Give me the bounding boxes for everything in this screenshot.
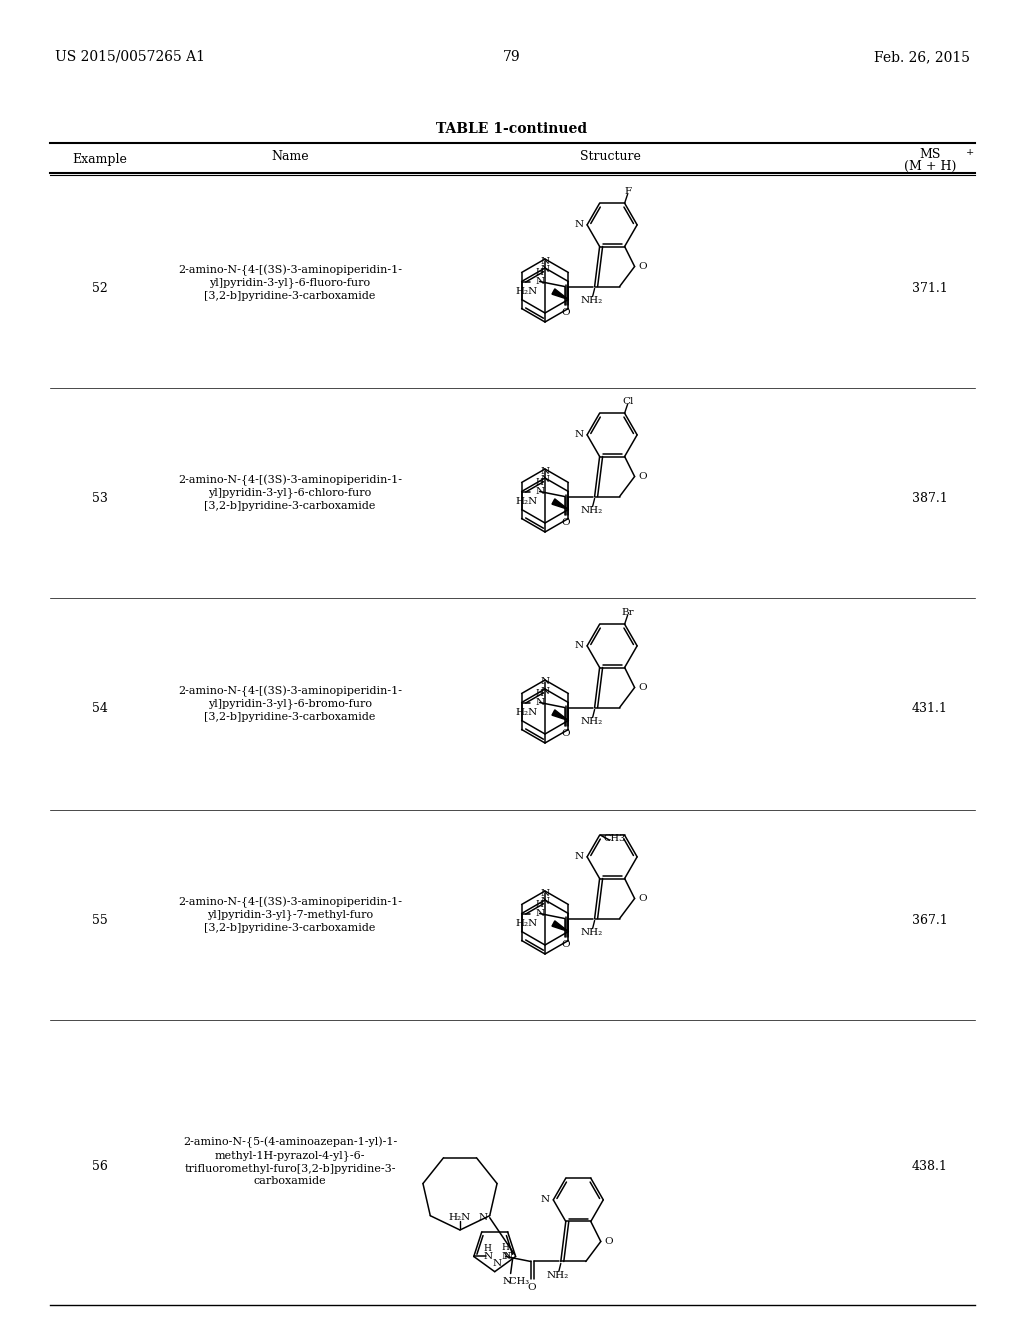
Text: H₂N: H₂N xyxy=(515,286,538,296)
Text: 56: 56 xyxy=(92,1160,108,1173)
Text: (M + H): (M + H) xyxy=(904,160,956,173)
Text: yl]pyridin-3-yl}-7-methyl-furo: yl]pyridin-3-yl}-7-methyl-furo xyxy=(207,909,373,920)
Text: 431.1: 431.1 xyxy=(912,702,948,715)
Text: NH₂: NH₂ xyxy=(581,296,603,305)
Text: H₂N: H₂N xyxy=(515,498,538,506)
Text: H: H xyxy=(536,268,544,277)
Text: O: O xyxy=(638,682,647,692)
Text: N: N xyxy=(483,1251,493,1261)
Text: N: N xyxy=(574,430,584,440)
Text: NH₂: NH₂ xyxy=(581,928,603,937)
Text: N: N xyxy=(502,1276,511,1286)
Text: yl]pyridin-3-yl}-6-chloro-furo: yl]pyridin-3-yl}-6-chloro-furo xyxy=(208,487,372,499)
Text: N: N xyxy=(501,1251,510,1261)
Text: N: N xyxy=(574,853,584,862)
Text: N: N xyxy=(574,642,584,651)
Polygon shape xyxy=(552,921,568,932)
Text: H₂N: H₂N xyxy=(515,919,538,928)
Text: [3,2-b]pyridine-3-carboxamide: [3,2-b]pyridine-3-carboxamide xyxy=(205,923,376,933)
Text: N: N xyxy=(541,898,550,907)
Polygon shape xyxy=(552,499,568,510)
Text: N: N xyxy=(536,909,544,917)
Text: O: O xyxy=(561,729,570,738)
Text: yl]pyridin-3-yl}-6-fluoro-furo: yl]pyridin-3-yl}-6-fluoro-furo xyxy=(210,277,371,288)
Text: H₂N: H₂N xyxy=(449,1213,471,1222)
Text: N: N xyxy=(536,698,544,708)
Text: N: N xyxy=(541,888,550,898)
Text: F: F xyxy=(624,186,631,195)
Text: [3,2-b]pyridine-3-carboxamide: [3,2-b]pyridine-3-carboxamide xyxy=(205,502,376,511)
Text: H: H xyxy=(502,1243,510,1251)
Text: 53: 53 xyxy=(92,491,108,504)
Text: TABLE 1-continued: TABLE 1-continued xyxy=(436,121,588,136)
Text: 2-amino-N-{4-[(3S)-3-aminopiperidin-1-: 2-amino-N-{4-[(3S)-3-aminopiperidin-1- xyxy=(178,264,402,276)
Text: N: N xyxy=(541,265,550,275)
Text: Feb. 26, 2015: Feb. 26, 2015 xyxy=(874,50,970,63)
Text: H: H xyxy=(536,689,544,698)
Text: O: O xyxy=(561,940,570,949)
Text: O: O xyxy=(527,1283,537,1292)
Text: N: N xyxy=(541,466,550,475)
Text: 387.1: 387.1 xyxy=(912,491,948,504)
Text: CH3: CH3 xyxy=(603,834,626,842)
Text: -CH₃: -CH₃ xyxy=(507,1276,529,1286)
Text: H: H xyxy=(536,900,544,909)
Text: H₂N: H₂N xyxy=(515,708,538,717)
Text: 2-amino-N-{4-[(3S)-3-aminopiperidin-1-: 2-amino-N-{4-[(3S)-3-aminopiperidin-1- xyxy=(178,685,402,697)
Text: 371.1: 371.1 xyxy=(912,281,948,294)
Text: [3,2-b]pyridine-3-carboxamide: [3,2-b]pyridine-3-carboxamide xyxy=(205,290,376,301)
Text: 2-amino-N-{4-[(3S)-3-aminopiperidin-1-: 2-amino-N-{4-[(3S)-3-aminopiperidin-1- xyxy=(178,474,402,486)
Text: N: N xyxy=(541,475,550,484)
Text: N: N xyxy=(536,277,544,286)
Text: N: N xyxy=(478,1213,487,1222)
Text: MS: MS xyxy=(920,148,941,161)
Text: Br: Br xyxy=(622,607,634,616)
Text: O: O xyxy=(561,308,570,317)
Text: 2-amino-N-{4-[(3S)-3-aminopiperidin-1-: 2-amino-N-{4-[(3S)-3-aminopiperidin-1- xyxy=(178,896,402,908)
Text: N: N xyxy=(574,220,584,230)
Text: Cl: Cl xyxy=(622,397,633,405)
Text: Example: Example xyxy=(73,153,127,166)
Text: 54: 54 xyxy=(92,702,108,715)
Text: N: N xyxy=(541,677,550,686)
Text: 79: 79 xyxy=(503,50,521,63)
Text: H: H xyxy=(536,478,544,487)
Text: O: O xyxy=(638,894,647,903)
Text: carboxamide: carboxamide xyxy=(254,1176,327,1187)
Text: NH₂: NH₂ xyxy=(581,506,603,515)
Text: NH₂: NH₂ xyxy=(581,717,603,726)
Text: O: O xyxy=(604,1237,613,1246)
Text: Structure: Structure xyxy=(580,150,640,162)
Text: Name: Name xyxy=(271,150,309,162)
Text: 2-amino-N-{5-(4-aminoazepan-1-yl)-1-: 2-amino-N-{5-(4-aminoazepan-1-yl)-1- xyxy=(183,1137,397,1148)
Text: 438.1: 438.1 xyxy=(912,1160,948,1173)
Text: N: N xyxy=(541,686,550,696)
Text: 55: 55 xyxy=(92,913,108,927)
Text: trifluoromethyl-furo[3,2-b]pyridine-3-: trifluoromethyl-furo[3,2-b]pyridine-3- xyxy=(184,1163,395,1173)
Polygon shape xyxy=(552,710,568,721)
Text: methyl-1H-pyrazol-4-yl}-6-: methyl-1H-pyrazol-4-yl}-6- xyxy=(215,1150,366,1160)
Text: O: O xyxy=(561,517,570,527)
Text: N: N xyxy=(541,1196,550,1204)
Text: O: O xyxy=(638,473,647,480)
Text: N: N xyxy=(503,1251,512,1261)
Text: [3,2-b]pyridine-3-carboxamide: [3,2-b]pyridine-3-carboxamide xyxy=(205,711,376,722)
Text: N: N xyxy=(536,487,544,496)
Text: 367.1: 367.1 xyxy=(912,913,948,927)
Text: +: + xyxy=(966,148,974,157)
Polygon shape xyxy=(552,289,568,300)
Text: H: H xyxy=(484,1243,492,1253)
Text: N: N xyxy=(541,256,550,265)
Text: O: O xyxy=(638,261,647,271)
Text: yl]pyridin-3-yl}-6-bromo-furo: yl]pyridin-3-yl}-6-bromo-furo xyxy=(208,698,372,709)
Text: NH₂: NH₂ xyxy=(547,1271,569,1280)
Text: 52: 52 xyxy=(92,281,108,294)
Text: US 2015/0057265 A1: US 2015/0057265 A1 xyxy=(55,50,205,63)
Text: N: N xyxy=(493,1259,502,1269)
